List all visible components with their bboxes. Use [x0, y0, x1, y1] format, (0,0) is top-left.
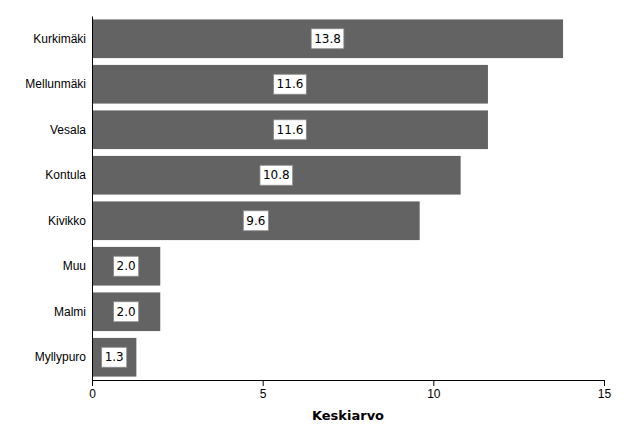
y-tick-label: Kivikko: [48, 214, 86, 228]
data-label: 11.6: [277, 123, 304, 137]
bar: [92, 201, 420, 240]
data-label-box: [114, 256, 139, 276]
y-tick: Kivikko: [48, 214, 92, 228]
data-label: 1.3: [105, 350, 124, 364]
data-label-box: [274, 120, 307, 140]
x-tick: 15: [598, 380, 612, 401]
data-label: 11.6: [277, 77, 304, 91]
bar: [92, 156, 461, 195]
x-tick-label: 15: [598, 387, 612, 401]
bar: [92, 110, 488, 149]
data-label-box: [243, 211, 268, 231]
y-axis: Kurkimäki Mellunmäki Vesala Kontula Kivikko M…: [25, 17, 92, 381]
data-label: 2.0: [117, 305, 136, 319]
data-label: 2.0: [117, 259, 136, 273]
x-tick: 0: [89, 380, 96, 401]
x-tick-label: 0: [89, 387, 96, 401]
y-tick: Myllypuro: [35, 350, 92, 364]
y-axis-line: [92, 17, 93, 381]
data-labels: 13.8 11.6 11.6 10.8 9.6 2.0 2.0 1.3: [102, 29, 344, 368]
data-label-box: [102, 347, 127, 367]
x-tick-mark: [433, 380, 434, 386]
y-tick: Muu: [63, 259, 92, 273]
data-label: 9.6: [246, 214, 265, 228]
x-tick-label: 5: [260, 387, 267, 401]
y-tick: Kontula: [45, 168, 92, 182]
y-tick-label: Kurkimäki: [33, 32, 86, 46]
y-tick-label: Malmi: [54, 305, 86, 319]
data-label-box: [274, 74, 307, 94]
data-label: 13.8: [314, 32, 341, 46]
bar: [92, 65, 488, 104]
x-axis-title: Keskiarvo: [312, 408, 384, 423]
x-tick: 5: [260, 380, 267, 401]
bars: [92, 19, 563, 376]
data-label: 10.8: [263, 168, 290, 182]
x-tick-mark: [263, 380, 264, 386]
x-tick-mark: [604, 380, 605, 386]
bar: [92, 19, 563, 58]
x-tick-mark: [92, 380, 93, 386]
y-tick: Mellunmäki: [25, 77, 92, 91]
x-axis-line: [93, 381, 605, 387]
x-tick: 10: [427, 380, 441, 401]
y-tick-label: Vesala: [50, 123, 86, 137]
bar: [92, 247, 160, 286]
chart-svg: 0 5 10 15 Kurkimäki Mellunmäki Vesala Kontula Ki…: [0, 0, 628, 432]
x-axis: 0 5 10 15: [89, 380, 611, 401]
plot-area: 0 5 10 15 Kurkimäki Mellunmäki Vesala Kontula Ki…: [25, 17, 611, 401]
data-label-box: [260, 165, 293, 185]
y-tick: Malmi: [54, 305, 92, 319]
y-tick-label: Muu: [63, 259, 86, 273]
y-tick: Kurkimäki: [33, 32, 92, 46]
data-label-box: [114, 302, 139, 322]
y-tick-label: Kontula: [45, 168, 86, 182]
y-tick: Vesala: [50, 123, 92, 137]
chart-container: 0 5 10 15 Kurkimäki Mellunmäki Vesala Kontula Ki…: [0, 0, 628, 432]
bar: [92, 292, 160, 331]
data-label-box: [311, 29, 344, 49]
x-tick-label: 10: [427, 387, 441, 401]
y-tick-label: Mellunmäki: [25, 77, 86, 91]
y-tick-label: Myllypuro: [35, 350, 87, 364]
bar: [92, 338, 136, 377]
